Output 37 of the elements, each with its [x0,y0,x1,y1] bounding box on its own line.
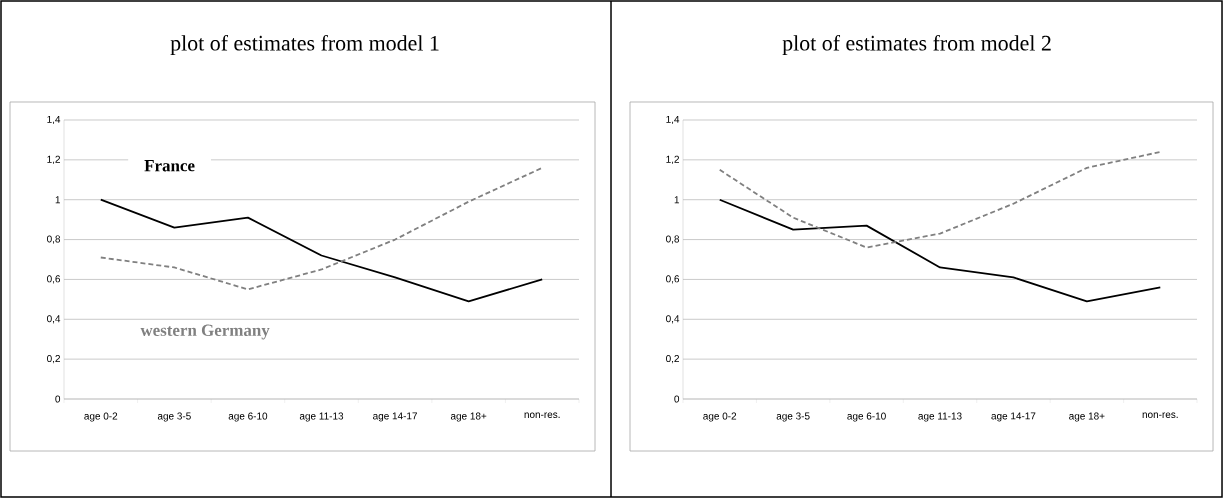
x-tick-label: age 14-17 [991,412,1036,422]
x-tick-label: age 3-5 [157,412,191,422]
x-tick-label: age 6-10 [847,412,886,422]
x-tick-label: non-res. [1142,412,1178,418]
y-tick-label: 0 [674,395,680,403]
x-tick-label: age 0-2 [84,412,118,422]
x-tick-label: age 6-10 [228,412,268,422]
y-tick-label: 0,2 [666,355,679,364]
y-tick-label: 1,2 [666,155,679,164]
x-tick-label: non-res. [524,412,560,418]
y-tick-label: 0 [55,395,61,403]
chart-title: plot of estimates from model 1 [170,34,439,56]
y-tick-label: 0,6 [47,275,61,284]
y-tick-label: 0,4 [666,315,680,324]
x-tick-label: age 11-13 [918,412,962,422]
text: France [144,160,195,172]
x-tick-label: age 0-2 [703,412,737,422]
text: western Germany [140,324,270,340]
y-tick-label: 1,4 [666,115,680,125]
x-tick-label: age 18+ [450,412,487,422]
y-tick-label: 0,6 [666,275,680,284]
line-series [718,198,1162,303]
y-tick-label: 0,4 [47,315,61,324]
chart-title: plot of estimates from model 2 [782,34,1051,56]
x-tick-label: age 18+ [1069,412,1105,422]
line-series [718,150,1162,249]
y-tick-label: 1,4 [47,115,61,125]
y-tick-label: 0,8 [47,235,61,244]
y-tick-label: 1,2 [47,155,60,164]
y-tick-label: 1 [55,196,60,204]
line-series [99,198,544,303]
x-tick-label: age 14-17 [373,412,417,422]
y-tick-label: 1 [674,196,680,204]
x-tick-label: age 3-5 [776,412,810,422]
y-tick-label: 0,8 [666,235,680,244]
x-tick-label: age 11-13 [299,412,344,422]
y-tick-label: 0,2 [47,355,60,364]
